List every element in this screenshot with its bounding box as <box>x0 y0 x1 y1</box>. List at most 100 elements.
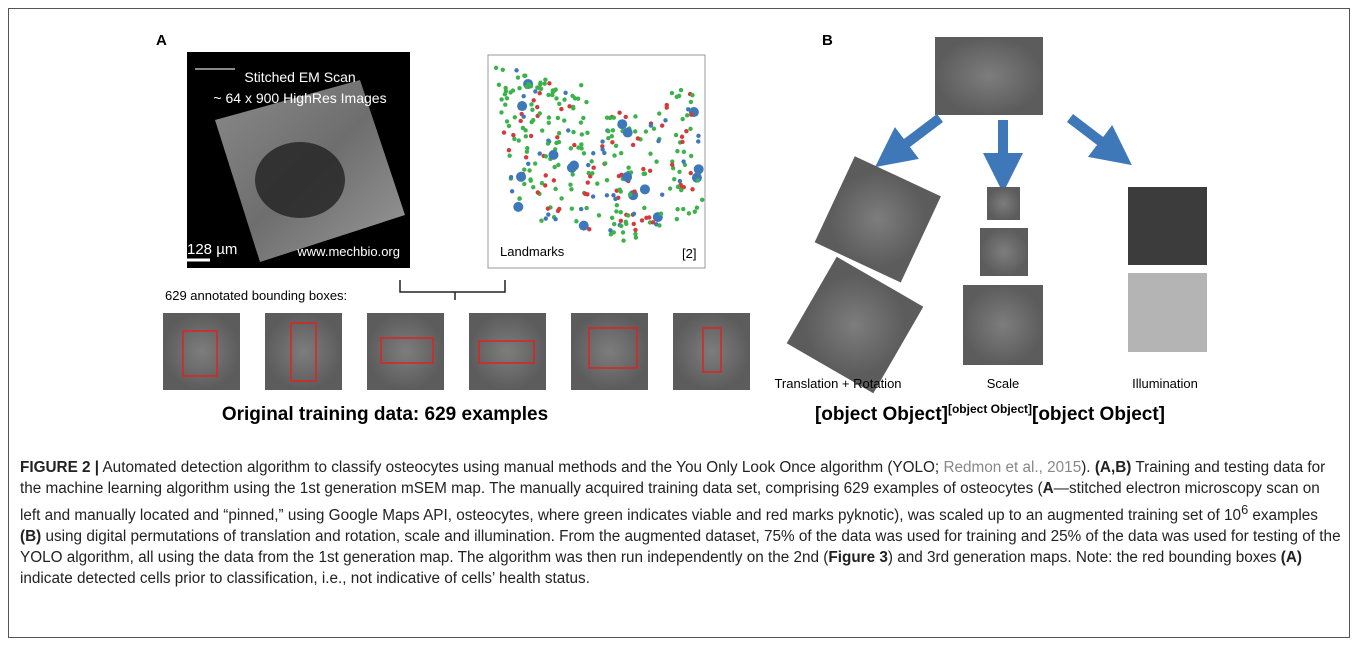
caption-bold: (B) <box>20 528 41 545</box>
landmark-dot <box>670 91 674 95</box>
landmark-dot <box>614 144 618 148</box>
caption-bold: Figure 3 <box>828 549 888 566</box>
landmark-dot <box>530 120 534 124</box>
landmark-dot <box>533 89 537 93</box>
landmark-dot <box>619 210 623 214</box>
landmark-dot <box>571 106 575 110</box>
caption: FIGURE 2 | Automated detection algorithm… <box>20 457 1342 589</box>
landmark-dot <box>548 150 558 160</box>
landmark-dot <box>668 186 672 190</box>
landmark-dot <box>689 100 693 104</box>
landmark-dot <box>586 163 590 167</box>
landmark-dot <box>503 86 507 90</box>
landmark-dot <box>585 131 589 135</box>
landmark-dot <box>505 119 509 123</box>
landmark-dot <box>621 230 625 234</box>
landmark-dot <box>678 179 682 183</box>
landmark-dot <box>529 134 533 138</box>
panel-heading: [object Object][object Object][object Ob… <box>815 402 1165 425</box>
landmark-dot <box>675 217 679 221</box>
landmark-dot <box>672 177 676 181</box>
landmark-dot <box>595 181 599 185</box>
landmark-dot <box>641 167 645 171</box>
caption-plain: indicate detected cells prior to classif… <box>20 570 590 587</box>
scaled-image <box>980 228 1028 276</box>
landmark-dot <box>529 84 533 88</box>
landmark-dot <box>584 206 588 210</box>
caption-plain: ). <box>1081 459 1095 476</box>
landmark-dot <box>505 96 509 100</box>
landmark-dot <box>663 118 667 122</box>
landmark-dot <box>608 116 612 120</box>
landmark-dot <box>700 198 704 202</box>
landmark-dot <box>587 227 591 231</box>
thumbnail <box>673 313 750 390</box>
landmark-dot <box>494 66 498 70</box>
landmark-dot <box>540 181 544 185</box>
landmark-dot <box>631 143 635 147</box>
landmark-dot <box>605 178 609 182</box>
landmark-dot <box>648 169 652 173</box>
landmark-dot <box>513 115 517 119</box>
landmark-dot <box>538 91 542 95</box>
thumbnail <box>265 313 342 390</box>
landmark-dot <box>686 107 690 111</box>
landmark-dot <box>642 206 646 210</box>
column-label: Scale <box>987 376 1020 391</box>
landmark-dot <box>602 151 606 155</box>
landmark-dot <box>513 202 523 212</box>
landmark-dot <box>516 75 520 79</box>
landmark-dot <box>551 89 555 93</box>
page: A Stitched EM Scan ~ 64 x 900 HighRes Im… <box>0 0 1357 645</box>
landmark-dot <box>591 165 595 169</box>
landmark-dot <box>514 68 518 72</box>
landmark-dot <box>636 136 640 140</box>
landmark-dot <box>612 222 616 226</box>
landmark-dot <box>572 143 576 147</box>
landmark-dot <box>696 178 700 182</box>
landmark-dot <box>680 117 684 121</box>
landmark-dot <box>511 88 515 92</box>
landmark-dot <box>681 159 685 163</box>
landmark-dot <box>688 127 692 131</box>
landmark-dot <box>610 134 614 138</box>
landmark-dot <box>555 135 559 139</box>
landmark-dot <box>640 184 650 194</box>
landmark-dot <box>623 128 633 138</box>
landmark-dot <box>679 88 683 92</box>
landmark-dot <box>605 193 609 197</box>
landmark-dot <box>562 97 566 101</box>
landmark-dot <box>524 85 528 89</box>
landmark-dot <box>552 178 556 182</box>
landmark-dot <box>522 182 526 186</box>
landmark-dot <box>647 215 651 219</box>
landmark-dot <box>531 98 535 102</box>
landmark-dot <box>583 192 587 196</box>
landmark-dot <box>617 174 621 178</box>
landmark-dot <box>584 100 588 104</box>
landmark-dot <box>582 151 586 155</box>
landmark-dot <box>542 81 546 85</box>
landmark-dot <box>621 238 625 242</box>
landmark-dot <box>579 142 583 146</box>
landmark-dot <box>632 212 636 216</box>
landmark-dot <box>502 130 506 134</box>
landmark-dot <box>556 163 560 167</box>
landmark-dot <box>569 161 579 171</box>
thumbnail <box>163 313 240 390</box>
landmark-dot <box>524 155 528 159</box>
landmark-dot <box>569 187 573 191</box>
landmark-dot <box>685 113 689 117</box>
landmark-dot <box>546 93 550 97</box>
landmarks-label: Landmarks <box>500 244 565 259</box>
landmark-dot <box>649 123 653 127</box>
caption-plain: ) and 3rd generation maps. Note: the red… <box>888 549 1281 566</box>
heading-part: [object Object] <box>815 404 948 425</box>
landmark-dot <box>526 162 530 166</box>
landmark-dot <box>503 102 507 106</box>
landmark-dot <box>660 123 664 127</box>
landmark-dot <box>499 110 503 114</box>
landmark-dot <box>626 213 630 217</box>
landmark-dot <box>517 86 521 90</box>
landmark-dot <box>568 183 572 187</box>
